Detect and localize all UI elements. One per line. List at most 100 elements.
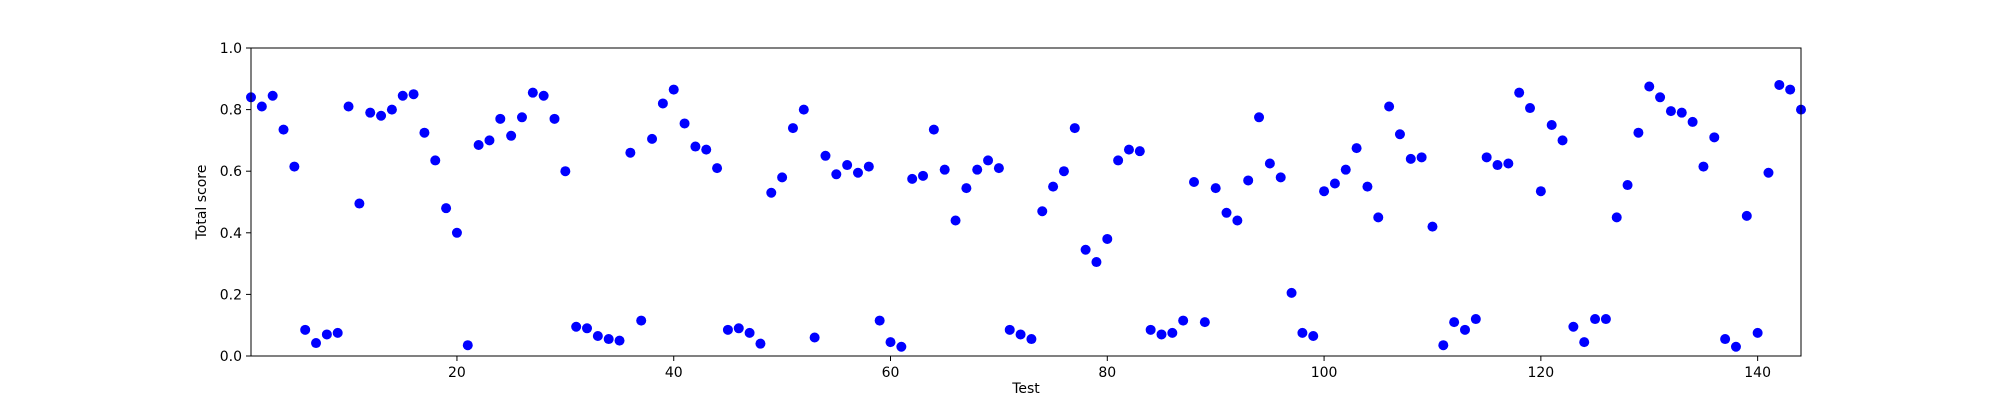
data-point [592,330,603,341]
data-point [1264,158,1275,169]
x-tick-label: 20 [448,365,466,381]
data-point [267,90,278,101]
data-point [1730,341,1741,352]
data-point [918,170,929,181]
data-point [896,341,907,352]
y-tick-label: 0.0 [220,349,242,365]
data-point [462,340,473,351]
data-point [1611,212,1622,223]
data-point [1232,215,1243,226]
data-point [343,101,354,112]
data-point [1774,79,1785,90]
data-point [1297,327,1308,338]
data-point [1459,324,1470,335]
data-point [365,107,376,118]
data-point [1557,135,1568,146]
data-point [1384,101,1395,112]
data-point [1514,87,1525,98]
data-point [1026,334,1037,345]
data-point [755,338,766,349]
data-point [1351,143,1362,154]
plot-frame [250,47,1802,357]
data-point [614,335,625,346]
data-point [1752,327,1763,338]
y-tick-label: 0.6 [220,164,242,180]
data-point [1243,175,1254,186]
data-point [1427,221,1438,232]
data-point [1221,207,1232,218]
data-point [766,187,777,198]
data-point [809,332,820,343]
data-point [1189,176,1200,187]
data-point [1644,81,1655,92]
data-point [1069,123,1080,134]
y-tick-label: 0.8 [220,103,242,119]
x-axis-label: Test [1011,381,1040,397]
data-point [1741,210,1752,221]
data-point [1362,181,1373,192]
data-point [907,173,918,184]
data-point [679,118,690,129]
data-point [852,167,863,178]
data-point [1113,155,1124,166]
data-point [722,324,733,335]
x-tick-label: 140 [1744,365,1771,381]
data-point [582,323,593,334]
data-point [798,104,809,115]
data-point [1481,152,1492,163]
data-point [939,164,950,175]
data-point [647,133,658,144]
data-point [1405,153,1416,164]
data-point [1622,180,1633,191]
data-point [1015,329,1026,340]
data-point [1568,321,1579,332]
data-point [1058,166,1069,177]
data-point [1763,167,1774,178]
data-point [1091,257,1102,268]
data-point [1156,329,1167,340]
data-point [419,127,430,138]
x-tick-label: 80 [1098,365,1116,381]
data-point [1503,158,1514,169]
data-point [1438,340,1449,351]
x-tick-label: 120 [1527,365,1554,381]
data-point [386,104,397,115]
data-point [376,110,387,121]
data-point [777,172,788,183]
data-point [451,227,462,238]
data-point [1134,146,1145,157]
data-point [1254,112,1265,123]
data-point [625,147,636,158]
y-axis-label: Total score [194,165,210,241]
data-point [1340,164,1351,175]
data-point [1308,330,1319,341]
y-tick-label: 0.2 [220,287,242,303]
data-point [1319,186,1330,197]
points-layer [246,79,1806,352]
data-point [560,166,571,177]
data-point [1080,244,1091,255]
data-point [506,130,517,141]
data-point [1698,161,1709,172]
data-point [1286,287,1297,298]
data-point [354,198,365,209]
data-point [603,334,614,345]
data-point [321,329,332,340]
data-point [972,164,983,175]
data-point [397,90,408,101]
data-point [1037,206,1048,217]
data-point [1210,183,1221,194]
data-point [993,163,1004,174]
data-point [712,163,723,174]
data-point [289,161,300,172]
data-point [1492,160,1503,171]
data-point [928,124,939,135]
data-point [1546,120,1557,130]
data-point [1665,106,1676,117]
data-point [278,124,289,135]
data-point [1687,116,1698,127]
data-point [1123,144,1134,155]
data-point [1785,84,1796,95]
